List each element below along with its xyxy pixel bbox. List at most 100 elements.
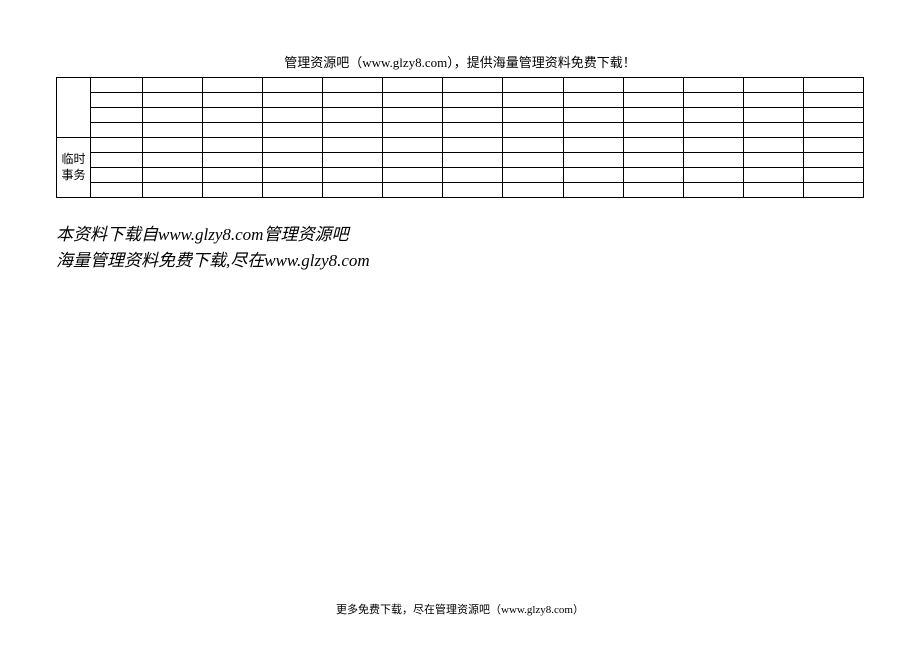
table-cell <box>91 138 143 153</box>
table-cell <box>443 78 503 93</box>
table-cell <box>323 78 383 93</box>
section-label-blank <box>57 78 91 138</box>
table-cell <box>91 93 143 108</box>
table-cell <box>143 78 203 93</box>
table-cell <box>263 138 323 153</box>
table-cell <box>263 183 323 198</box>
table-cell <box>683 138 743 153</box>
table-row <box>57 108 864 123</box>
table-cell <box>91 153 143 168</box>
table-cell <box>623 168 683 183</box>
table-cell <box>503 123 563 138</box>
table-cell <box>263 168 323 183</box>
table-cell <box>683 153 743 168</box>
table-cell <box>263 108 323 123</box>
table-cell <box>91 168 143 183</box>
table-cell <box>143 93 203 108</box>
table-row <box>57 153 864 168</box>
table-cell <box>623 108 683 123</box>
footer-text: 更多免费下载，尽在管理资源吧（www.glzy8.com） <box>336 604 584 616</box>
table-cell <box>683 108 743 123</box>
table-cell <box>443 93 503 108</box>
table-cell <box>91 108 143 123</box>
table-cell <box>323 183 383 198</box>
body-line-2: 海量管理资料免费下载,尽在www.glzy8.com <box>56 248 920 274</box>
table-cell <box>383 183 443 198</box>
table-cell <box>203 108 263 123</box>
table-cell <box>743 168 803 183</box>
table-cell <box>623 93 683 108</box>
table-cell <box>563 108 623 123</box>
table-cell <box>323 108 383 123</box>
table-cell <box>383 78 443 93</box>
table-cell <box>503 93 563 108</box>
table-cell <box>91 123 143 138</box>
table-cell <box>563 78 623 93</box>
table-row <box>57 183 864 198</box>
table-cell <box>563 93 623 108</box>
table-cell <box>803 168 863 183</box>
table-cell <box>503 138 563 153</box>
table-container: 临时事务 <box>56 77 864 198</box>
table-cell <box>803 93 863 108</box>
table-cell <box>803 153 863 168</box>
table-cell <box>203 93 263 108</box>
table-cell <box>263 153 323 168</box>
table-cell <box>683 93 743 108</box>
table-cell <box>503 183 563 198</box>
body-text: 本资料下载自www.glzy8.com管理资源吧 海量管理资料免费下载,尽在ww… <box>56 222 920 273</box>
table-cell <box>143 153 203 168</box>
table-cell <box>563 138 623 153</box>
table-cell <box>683 123 743 138</box>
table-cell <box>743 123 803 138</box>
table-cell <box>91 78 143 93</box>
table-cell <box>443 138 503 153</box>
table-cell <box>383 138 443 153</box>
table-cell <box>623 153 683 168</box>
table-cell <box>143 123 203 138</box>
table-cell <box>383 93 443 108</box>
table-cell <box>203 138 263 153</box>
page-header: 管理资源吧（www.glzy8.com），提供海量管理资料免费下载！ <box>0 0 920 71</box>
table-cell <box>743 93 803 108</box>
table-cell <box>683 183 743 198</box>
table-cell <box>263 78 323 93</box>
table-cell <box>563 168 623 183</box>
table-cell <box>143 108 203 123</box>
table-cell <box>323 93 383 108</box>
table-cell <box>143 168 203 183</box>
page-footer: 更多免费下载，尽在管理资源吧（www.glzy8.com） <box>0 601 920 617</box>
table-cell <box>443 123 503 138</box>
table-cell <box>323 123 383 138</box>
table-row: 临时事务 <box>57 138 864 153</box>
table-cell <box>503 78 563 93</box>
table-cell <box>203 183 263 198</box>
table-cell <box>143 183 203 198</box>
table-cell <box>743 153 803 168</box>
table-cell <box>743 108 803 123</box>
table-cell <box>443 183 503 198</box>
table-cell <box>623 138 683 153</box>
table-cell <box>443 168 503 183</box>
table-cell <box>563 183 623 198</box>
table-cell <box>743 78 803 93</box>
table-cell <box>743 183 803 198</box>
table-cell <box>203 78 263 93</box>
table-cell <box>803 138 863 153</box>
table-cell <box>803 108 863 123</box>
table-cell <box>623 78 683 93</box>
table-cell <box>383 168 443 183</box>
table-cell <box>443 153 503 168</box>
table-cell <box>383 123 443 138</box>
body-line-1: 本资料下载自www.glzy8.com管理资源吧 <box>56 222 920 248</box>
table-cell <box>323 138 383 153</box>
table-row <box>57 78 864 93</box>
table-cell <box>683 168 743 183</box>
table-cell <box>803 78 863 93</box>
table-cell <box>203 123 263 138</box>
header-text: 管理资源吧（www.glzy8.com），提供海量管理资料免费下载！ <box>284 55 636 70</box>
section-label: 临时事务 <box>57 138 91 198</box>
table-cell <box>503 153 563 168</box>
table-cell <box>563 123 623 138</box>
table-cell <box>203 153 263 168</box>
